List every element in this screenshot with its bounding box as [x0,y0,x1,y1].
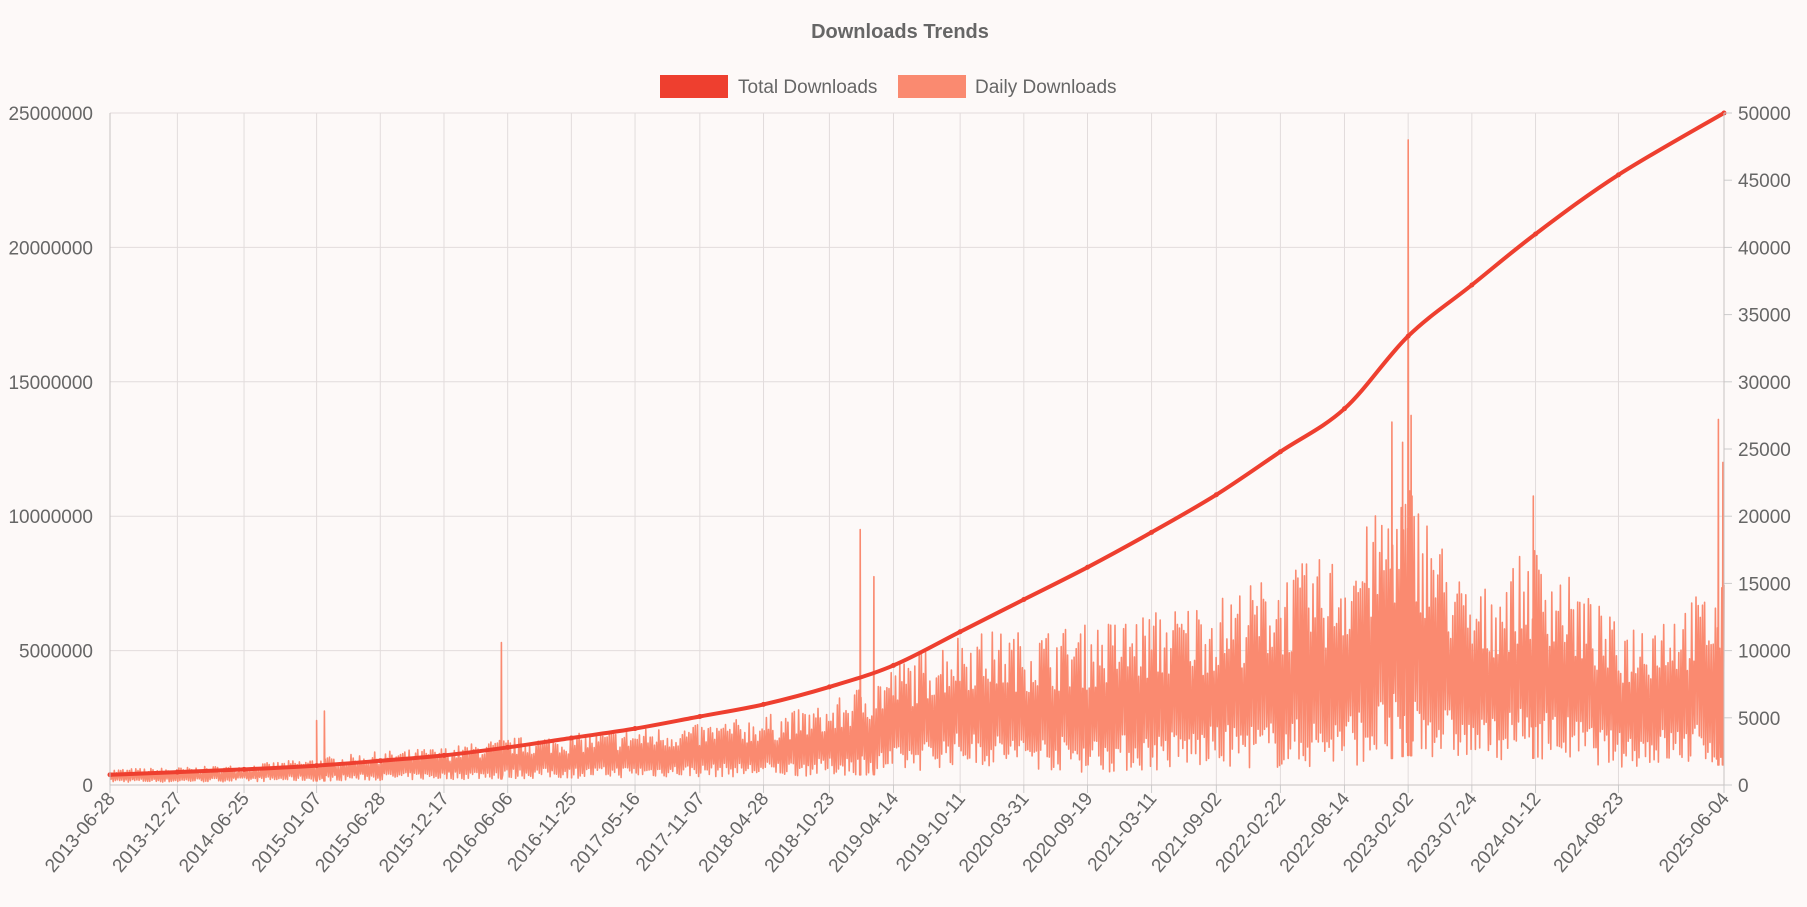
total-downloads-point [1405,333,1411,339]
legend-item-daily[interactable]: Daily Downloads [898,75,1117,98]
total-downloads-point [1149,529,1155,535]
total-downloads-point [632,726,638,732]
total-downloads-point [1469,282,1475,288]
total-downloads-point [1021,597,1027,603]
total-downloads-point [1615,172,1621,178]
y-right-tick-label: 5000 [1738,709,1780,730]
total-downloads-point [1277,449,1283,455]
x-tick-label: 2024-08-23 [1550,789,1629,877]
total-downloads-point [441,752,447,758]
y-left-tick-label: 5000000 [19,642,93,663]
daily-downloads-line [109,139,1725,783]
y-right-tick-label: 50000 [1738,104,1791,125]
total-downloads-series [107,110,1727,778]
total-downloads-point [890,662,896,668]
axes: 0 5000000 10000000 15000000 20000000 25000000… [8,104,1790,877]
y-right-tick-label: 45000 [1738,171,1791,192]
total-downloads-point [505,744,511,750]
total-downloads-point [241,766,247,772]
y-left-tick-label: 0 [82,776,93,797]
y-right-tick-label: 15000 [1738,574,1791,595]
y-right-tick-label: 35000 [1738,306,1791,327]
total-downloads-point [957,629,963,635]
y-right-tick-label: 10000 [1738,642,1791,663]
y-left-tick-label: 10000000 [8,507,93,528]
legend-swatch-total [660,75,728,98]
total-downloads-point [761,701,767,707]
y-right-tick-label: 30000 [1738,373,1791,394]
y-left-tick-label: 20000000 [8,238,93,259]
legend-item-total[interactable]: Total Downloads [660,75,877,98]
legend: Total Downloads Daily Downloads [660,75,1117,98]
total-downloads-point [1213,492,1219,498]
y-right-tick-label: 40000 [1738,238,1791,259]
y-left-tick-label: 25000000 [8,104,93,125]
legend-label-daily: Daily Downloads [975,77,1117,98]
chart-title: Downloads Trends [811,21,989,43]
total-downloads-point [568,735,574,741]
x-tick-label: 2025-06-04 [1655,788,1734,876]
y-right-tick-label: 25000 [1738,440,1791,461]
total-downloads-point [174,769,180,775]
total-downloads-point [826,684,832,690]
total-downloads-point [314,763,320,769]
daily-downloads-series [109,139,1725,783]
total-downloads-point [1085,564,1091,570]
y-right-tick-label: 20000 [1738,507,1791,528]
legend-label-total: Total Downloads [738,77,877,98]
total-downloads-point [1533,231,1539,237]
y-left-tick-label: 15000000 [8,373,93,394]
total-downloads-point [1341,406,1347,412]
y-right-tick-label: 0 [1738,776,1749,797]
total-downloads-point [377,758,383,764]
total-downloads-point [697,713,703,719]
total-downloads-line [108,111,1726,777]
x-tick-label: 2014-06-25 [175,789,254,877]
legend-swatch-daily [898,75,966,98]
